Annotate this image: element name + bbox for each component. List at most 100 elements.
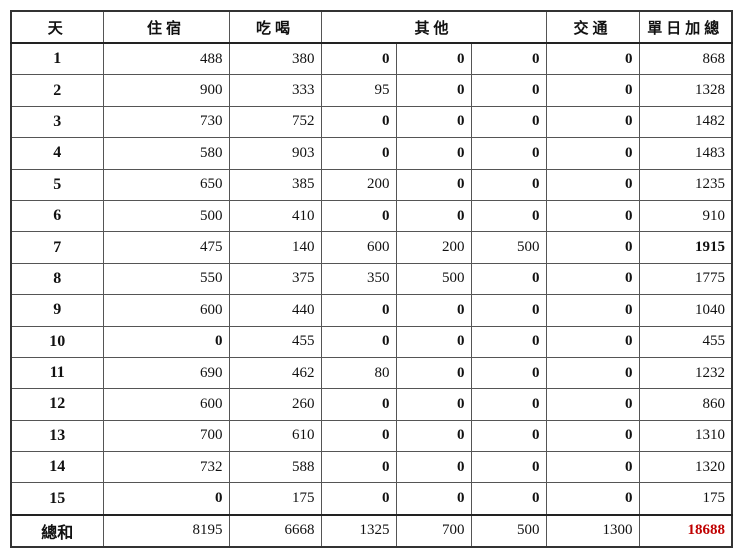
table-row: 2 900 333 95 0 0 0 1328 bbox=[10, 74, 733, 107]
header-other: 其他 bbox=[320, 10, 547, 44]
cell-lodging: 600 bbox=[102, 294, 230, 327]
cell-other-3: 0 bbox=[470, 451, 547, 484]
cell-lodging: 650 bbox=[102, 168, 230, 201]
cell-day: 1 bbox=[10, 42, 104, 76]
table-row: 3 730 752 0 0 0 0 1482 bbox=[10, 105, 733, 139]
cell-other-1: 0 bbox=[320, 419, 397, 453]
cell-food: 375 bbox=[228, 262, 322, 296]
cell-transport: 0 bbox=[545, 419, 640, 453]
table-row: 6 500 410 0 0 0 0 910 bbox=[10, 199, 733, 233]
cell-lodging: 700 bbox=[102, 419, 230, 453]
cell-other-1: 600 bbox=[320, 231, 397, 264]
cell-daily-total: 1328 bbox=[638, 74, 733, 107]
cell-other-1: 0 bbox=[320, 105, 397, 139]
cell-day: 14 bbox=[10, 451, 104, 484]
cell-other-3: 0 bbox=[470, 294, 547, 327]
cell-transport: 0 bbox=[545, 482, 640, 516]
expense-table: 天 住宿 吃喝 其他 交通 單日加總 1 488 380 0 0 0 0 868 2 900 333… bbox=[10, 10, 734, 548]
table-row: 11 690 462 80 0 0 0 1232 bbox=[10, 356, 733, 390]
table-row: 8 550 375 350 500 0 0 1775 bbox=[10, 262, 733, 296]
cell-day: 2 bbox=[10, 74, 104, 107]
cell-transport: 0 bbox=[545, 168, 640, 201]
cell-transport: 0 bbox=[545, 199, 640, 233]
cell-other-2: 0 bbox=[395, 137, 472, 170]
cell-daily-total: 455 bbox=[638, 325, 733, 358]
cell-other-2: 0 bbox=[395, 325, 472, 358]
cell-other-2: 0 bbox=[395, 74, 472, 107]
cell-transport: 0 bbox=[545, 325, 640, 358]
cell-food: 333 bbox=[228, 74, 322, 107]
total-lodging: 8195 bbox=[102, 513, 230, 548]
cell-transport: 0 bbox=[545, 262, 640, 296]
cell-other-3: 0 bbox=[470, 419, 547, 453]
header-day: 天 bbox=[10, 10, 104, 44]
cell-other-2: 200 bbox=[395, 231, 472, 264]
cell-daily-total: 1310 bbox=[638, 419, 733, 453]
cell-other-3: 0 bbox=[470, 262, 547, 296]
cell-other-2: 500 bbox=[395, 262, 472, 296]
cell-food: 140 bbox=[228, 231, 322, 264]
cell-other-3: 0 bbox=[470, 137, 547, 170]
header-transport: 交通 bbox=[545, 10, 640, 44]
cell-transport: 0 bbox=[545, 294, 640, 327]
header-lodging: 住宿 bbox=[102, 10, 230, 44]
cell-other-1: 0 bbox=[320, 388, 397, 421]
cell-daily-total: 175 bbox=[638, 482, 733, 516]
cell-daily-total: 910 bbox=[638, 199, 733, 233]
cell-other-1: 0 bbox=[320, 294, 397, 327]
cell-daily-total: 1915 bbox=[638, 231, 733, 264]
table-row: 5 650 385 200 0 0 0 1235 bbox=[10, 168, 733, 201]
cell-lodging: 690 bbox=[102, 356, 230, 390]
cell-other-2: 0 bbox=[395, 451, 472, 484]
cell-lodging: 730 bbox=[102, 105, 230, 139]
cell-lodging: 600 bbox=[102, 388, 230, 421]
cell-daily-total: 1232 bbox=[638, 356, 733, 390]
cell-other-1: 350 bbox=[320, 262, 397, 296]
cell-transport: 0 bbox=[545, 137, 640, 170]
cell-day: 11 bbox=[10, 356, 104, 390]
cell-food: 410 bbox=[228, 199, 322, 233]
table-row: 4 580 903 0 0 0 0 1483 bbox=[10, 137, 733, 170]
cell-other-2: 0 bbox=[395, 105, 472, 139]
cell-transport: 0 bbox=[545, 42, 640, 76]
total-food: 6668 bbox=[228, 513, 322, 548]
cell-lodging: 0 bbox=[102, 325, 230, 358]
cell-other-2: 0 bbox=[395, 168, 472, 201]
cell-other-3: 0 bbox=[470, 105, 547, 139]
cell-food: 610 bbox=[228, 419, 322, 453]
total-transport: 1300 bbox=[545, 513, 640, 548]
cell-day: 12 bbox=[10, 388, 104, 421]
table-row: 9 600 440 0 0 0 0 1040 bbox=[10, 294, 733, 327]
cell-daily-total: 1482 bbox=[638, 105, 733, 139]
cell-transport: 0 bbox=[545, 356, 640, 390]
cell-day: 7 bbox=[10, 231, 104, 264]
cell-transport: 0 bbox=[545, 451, 640, 484]
table-row: 7 475 140 600 200 500 0 1915 bbox=[10, 231, 733, 264]
cell-other-1: 0 bbox=[320, 137, 397, 170]
cell-day: 9 bbox=[10, 294, 104, 327]
cell-food: 588 bbox=[228, 451, 322, 484]
cell-other-3: 0 bbox=[470, 388, 547, 421]
cell-other-2: 0 bbox=[395, 294, 472, 327]
table-row: 15 0 175 0 0 0 0 175 bbox=[10, 482, 733, 516]
cell-lodging: 488 bbox=[102, 42, 230, 76]
cell-transport: 0 bbox=[545, 388, 640, 421]
cell-day: 4 bbox=[10, 137, 104, 170]
cell-food: 462 bbox=[228, 356, 322, 390]
cell-day: 6 bbox=[10, 199, 104, 233]
cell-day: 15 bbox=[10, 482, 104, 516]
total-other-3: 500 bbox=[470, 513, 547, 548]
cell-lodging: 500 bbox=[102, 199, 230, 233]
cell-other-3: 0 bbox=[470, 482, 547, 516]
cell-lodging: 0 bbox=[102, 482, 230, 516]
cell-other-3: 0 bbox=[470, 199, 547, 233]
header-row: 天 住宿 吃喝 其他 交通 單日加總 bbox=[10, 10, 733, 44]
cell-food: 752 bbox=[228, 105, 322, 139]
total-other-1: 1325 bbox=[320, 513, 397, 548]
cell-daily-total: 1235 bbox=[638, 168, 733, 201]
cell-other-1: 200 bbox=[320, 168, 397, 201]
cell-other-3: 0 bbox=[470, 356, 547, 390]
total-other-2: 700 bbox=[395, 513, 472, 548]
cell-food: 903 bbox=[228, 137, 322, 170]
cell-day: 3 bbox=[10, 105, 104, 139]
